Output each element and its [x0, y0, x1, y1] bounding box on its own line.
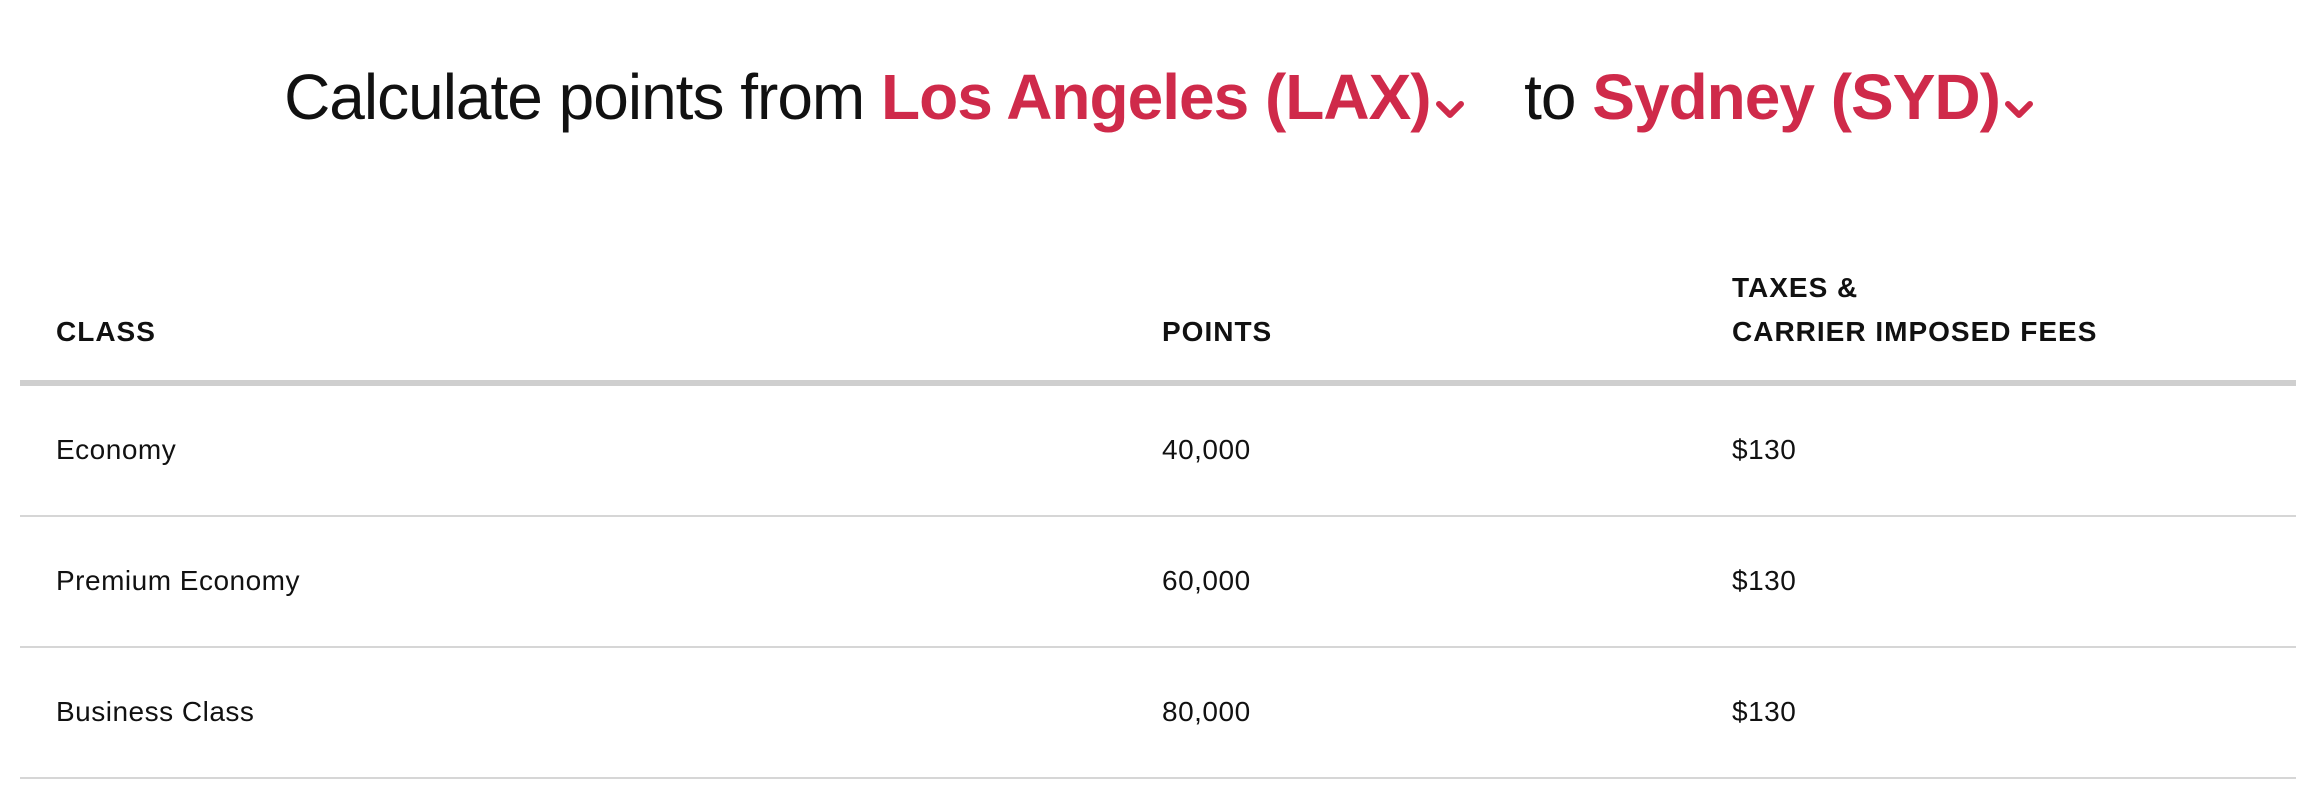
- chevron-down-icon: [1435, 101, 1464, 118]
- cell-class: Economy: [56, 434, 177, 465]
- cell-taxes: $130: [1732, 565, 1797, 596]
- destination-select[interactable]: Sydney (SYD): [1592, 52, 2034, 142]
- heading-prefix: Calculate points from: [284, 61, 865, 133]
- table-header: CLASS POINTS TAXES & CARRIER IMPOSED FEE…: [20, 270, 2296, 386]
- cell-points: 80,000: [1162, 696, 1251, 727]
- cell-class: Premium Economy: [56, 565, 301, 596]
- heading-connector: to: [1524, 61, 1576, 133]
- table-row: Economy 40,000 $130: [20, 386, 2296, 517]
- chevron-down-icon: [2004, 101, 2033, 118]
- calculator-heading: Calculate points from Los Angeles (LAX) …: [0, 52, 2318, 142]
- header-class: CLASS: [56, 316, 156, 347]
- cell-class: Business Class: [56, 696, 255, 727]
- cell-points: 40,000: [1162, 434, 1251, 465]
- destination-label: Sydney (SYD): [1592, 61, 2001, 133]
- cell-taxes: $130: [1732, 696, 1797, 727]
- header-taxes: TAXES & CARRIER IMPOSED FEES: [1732, 266, 2097, 354]
- cell-taxes: $130: [1732, 434, 1797, 465]
- origin-label: Los Angeles (LAX): [881, 61, 1432, 133]
- header-points: POINTS: [1162, 316, 1273, 347]
- table-row: Premium Economy 60,000 $130: [20, 517, 2296, 648]
- header-taxes-line1: TAXES &: [1732, 272, 1859, 303]
- origin-select[interactable]: Los Angeles (LAX): [881, 52, 1465, 142]
- table-row: Business Class 80,000 $130: [20, 648, 2296, 779]
- header-taxes-line2: CARRIER IMPOSED FEES: [1732, 316, 2098, 347]
- points-table: CLASS POINTS TAXES & CARRIER IMPOSED FEE…: [20, 270, 2296, 779]
- cell-points: 60,000: [1162, 565, 1251, 596]
